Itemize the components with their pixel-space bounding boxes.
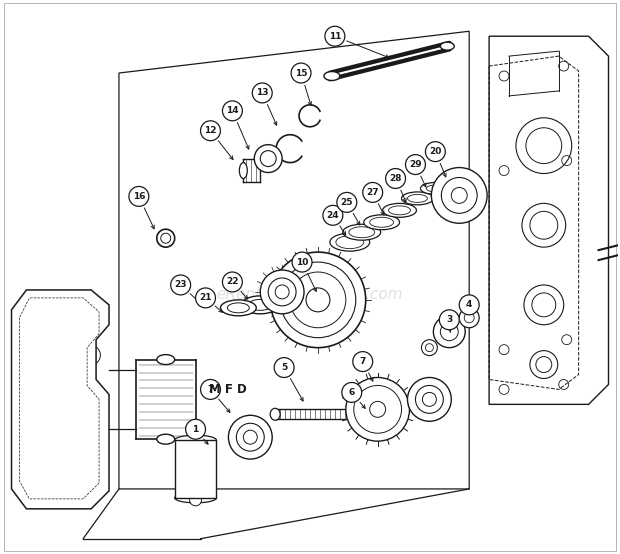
Circle shape xyxy=(223,272,242,292)
Ellipse shape xyxy=(221,300,256,316)
Circle shape xyxy=(274,357,294,377)
Bar xyxy=(175,440,216,498)
Text: 6: 6 xyxy=(348,388,355,397)
Ellipse shape xyxy=(440,42,454,50)
Circle shape xyxy=(223,101,242,121)
Circle shape xyxy=(270,252,366,348)
Circle shape xyxy=(440,310,459,330)
Text: 7: 7 xyxy=(360,357,366,366)
Text: 16: 16 xyxy=(133,192,145,201)
Text: 25: 25 xyxy=(340,198,353,207)
Circle shape xyxy=(459,308,479,328)
Circle shape xyxy=(252,83,272,103)
Circle shape xyxy=(20,362,96,437)
Circle shape xyxy=(325,26,345,46)
Circle shape xyxy=(170,275,190,295)
Circle shape xyxy=(190,494,202,506)
Ellipse shape xyxy=(241,296,279,314)
Circle shape xyxy=(363,182,383,202)
Ellipse shape xyxy=(324,71,340,80)
Ellipse shape xyxy=(420,182,450,194)
Circle shape xyxy=(353,352,373,372)
Text: 29: 29 xyxy=(409,160,422,169)
Circle shape xyxy=(129,187,149,206)
Circle shape xyxy=(185,419,205,439)
Ellipse shape xyxy=(239,162,247,178)
Ellipse shape xyxy=(383,203,417,217)
Circle shape xyxy=(200,379,221,399)
Circle shape xyxy=(433,316,465,348)
Circle shape xyxy=(45,316,72,343)
Text: 24: 24 xyxy=(327,211,339,220)
Circle shape xyxy=(459,295,479,315)
Circle shape xyxy=(292,252,312,272)
Polygon shape xyxy=(12,290,109,509)
Circle shape xyxy=(337,192,356,212)
Ellipse shape xyxy=(402,192,433,205)
Circle shape xyxy=(228,416,272,459)
Text: 28: 28 xyxy=(389,174,402,183)
Text: 7: 7 xyxy=(207,385,214,394)
Circle shape xyxy=(425,142,445,162)
Ellipse shape xyxy=(175,493,216,503)
Circle shape xyxy=(405,155,425,175)
Circle shape xyxy=(200,121,221,141)
Ellipse shape xyxy=(364,215,399,230)
Circle shape xyxy=(346,377,409,441)
Text: 12: 12 xyxy=(204,126,217,135)
Ellipse shape xyxy=(364,407,376,421)
Ellipse shape xyxy=(330,233,370,251)
Text: 3: 3 xyxy=(446,315,453,324)
Text: 21: 21 xyxy=(199,294,212,302)
Text: 14: 14 xyxy=(226,106,239,115)
Text: 15: 15 xyxy=(294,69,308,78)
Text: 27: 27 xyxy=(366,188,379,197)
Circle shape xyxy=(432,167,487,223)
Text: M F D: M F D xyxy=(208,383,246,396)
Text: 13: 13 xyxy=(256,89,268,98)
Circle shape xyxy=(291,63,311,83)
Circle shape xyxy=(195,288,216,308)
Text: 5: 5 xyxy=(281,363,287,372)
Text: 4: 4 xyxy=(466,300,472,309)
Circle shape xyxy=(323,206,343,225)
Ellipse shape xyxy=(175,435,216,445)
Circle shape xyxy=(16,345,36,365)
Circle shape xyxy=(260,270,304,314)
Ellipse shape xyxy=(270,408,280,420)
Circle shape xyxy=(81,345,100,365)
Text: 22: 22 xyxy=(226,278,239,286)
Circle shape xyxy=(254,145,282,172)
Text: 20: 20 xyxy=(429,147,441,156)
Text: 1: 1 xyxy=(192,425,198,434)
Ellipse shape xyxy=(157,434,175,444)
Circle shape xyxy=(407,377,451,421)
Circle shape xyxy=(386,168,405,188)
Ellipse shape xyxy=(343,224,381,240)
Circle shape xyxy=(48,444,68,464)
Ellipse shape xyxy=(157,355,175,365)
Text: 11: 11 xyxy=(329,32,341,40)
Circle shape xyxy=(45,453,72,481)
Text: 23: 23 xyxy=(174,280,187,289)
Circle shape xyxy=(422,340,437,356)
Text: eReplacementParts.com: eReplacementParts.com xyxy=(216,288,404,302)
Text: 10: 10 xyxy=(296,258,308,266)
Circle shape xyxy=(342,382,361,402)
